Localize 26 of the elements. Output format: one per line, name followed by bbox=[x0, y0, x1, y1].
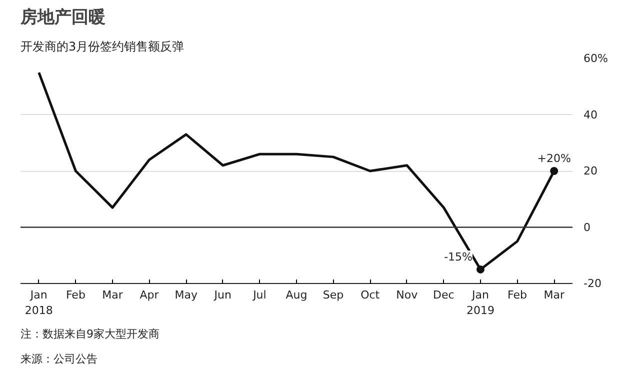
source-note: 来源：公司公告 bbox=[20, 352, 98, 366]
chart-subtitle: 开发商的3月份签约销售额反弹 bbox=[20, 40, 184, 54]
x-tick-label: May bbox=[174, 288, 198, 302]
x-tick-label: Jul bbox=[252, 288, 266, 302]
x-tick-label: Dec bbox=[433, 288, 454, 302]
data-label: -15% bbox=[444, 250, 473, 264]
x-tick-label: Feb bbox=[66, 288, 86, 302]
x-tick-label: Jan 2018 bbox=[24, 288, 53, 318]
text: 注：数据来自9家大型开发商 bbox=[20, 328, 160, 340]
y-tick-label: 40 bbox=[584, 108, 598, 122]
x-tick-label: Mar bbox=[544, 288, 565, 302]
x-tick-label: Apr bbox=[140, 288, 160, 302]
y-tick-label: 60% bbox=[584, 52, 608, 65]
x-tick-label: Nov bbox=[396, 288, 418, 302]
data-label: +20% bbox=[537, 152, 571, 165]
x-tick-label: Jan 2019 bbox=[466, 288, 495, 318]
chart-title: 房地产回暖 bbox=[20, 8, 106, 28]
x-tick-label: Jun bbox=[213, 288, 232, 302]
x-tick-label: Sep bbox=[322, 288, 344, 302]
y-tick-label: 0 bbox=[584, 220, 590, 234]
x-tick-label: Aug bbox=[286, 288, 308, 302]
y-tick-label: 20 bbox=[584, 164, 598, 178]
y-tick-label: -20 bbox=[584, 277, 602, 290]
x-tick-label: Feb bbox=[508, 288, 528, 302]
x-tick-label: Oct bbox=[360, 288, 380, 302]
x-tick-label: Mar bbox=[102, 288, 124, 302]
